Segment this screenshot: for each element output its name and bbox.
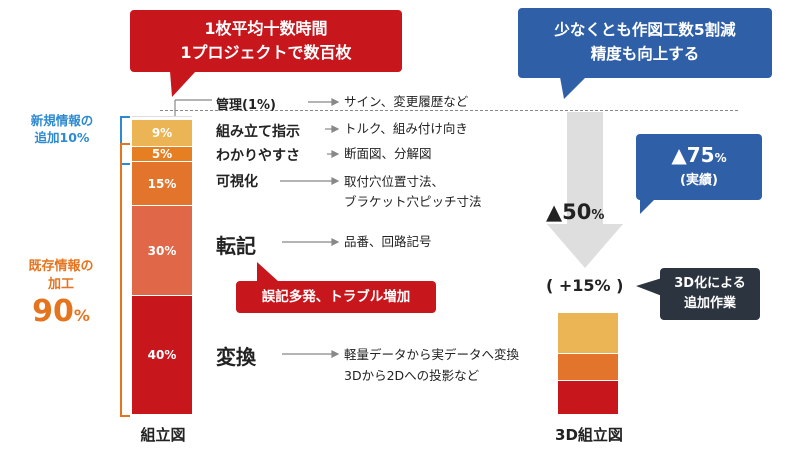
- bar-segment-label: 40%: [147, 347, 177, 362]
- workload-callout-line1: 1枚平均十数時間: [204, 19, 328, 38]
- reduction-callout-line2: 精度も向上する: [590, 45, 700, 63]
- workload-callout: 1枚平均十数時間 1プロジェクトで数百枚: [130, 10, 402, 72]
- x-label-3d-assembly-drawing: 3D組立図: [555, 426, 623, 444]
- actual-result-percent-value: ▲75: [671, 143, 715, 167]
- errors-callout: 誤記多発、トラブル増加: [236, 281, 436, 313]
- new-info-label-line2: 追加10%: [34, 130, 90, 145]
- bar-segment-label: 9%: [151, 125, 173, 140]
- existing-info-percent-unit: %: [73, 306, 90, 325]
- task-label-kashika: 可視化: [216, 174, 258, 190]
- reduction-callout-line1: 少なくとも作図工数5割減: [554, 21, 736, 39]
- added-work-callout-line1: 3D化による: [674, 276, 746, 291]
- added-work-callout-line2: 追加作業: [683, 296, 736, 311]
- reduction-arrow: [547, 112, 623, 268]
- task-label-tenki: 転記: [216, 234, 256, 258]
- segment-henkan: 40%: [132, 295, 192, 414]
- actual-result-note: (実績): [680, 173, 718, 188]
- existing-info-bracket: [120, 143, 130, 417]
- new-info-bracket: [120, 116, 130, 165]
- task-label-kanri: 管理(1%): [216, 98, 276, 113]
- segment-tenki: 30%: [132, 206, 192, 295]
- segment-3d-gold: [558, 313, 618, 353]
- bar-segment-label: 5%: [151, 146, 173, 161]
- segment-3d-red: [558, 381, 618, 414]
- segment-kumitate: 9%: [132, 120, 192, 146]
- actual-result-percent: ▲75%: [636, 142, 762, 171]
- existing-info-percent-value: 90: [32, 294, 74, 329]
- added-work-callout: 3D化による 追加作業: [660, 268, 760, 320]
- task-label-kumitate: 組み立て指示: [216, 124, 300, 140]
- reduction-percent-unit: %: [591, 208, 605, 223]
- added-percent-label: ( +15% ): [546, 276, 624, 295]
- segment-kanri: [132, 116, 192, 119]
- task-detail-kashika-1: 取付穴位置寸法、: [344, 174, 445, 189]
- new-info-label-line1: 新規情報の: [30, 113, 94, 128]
- task-label-wakariyasusa: わかりやすさ: [216, 148, 300, 164]
- reduction-callout: 少なくとも作図工数5割減 精度も向上する: [518, 8, 772, 78]
- existing-info-label-line1: 既存情報の: [28, 259, 94, 274]
- task-label-henkan: 変換: [216, 345, 256, 369]
- task-detail-henkan-2: 3Dから2Dへの投影など: [344, 368, 480, 383]
- segment-3d-orange: [558, 353, 618, 381]
- task-detail-kashika-2: ブラケット穴ピッチ寸法: [344, 194, 482, 209]
- bar-segment-label: 15%: [147, 176, 177, 191]
- existing-info-percent: 90%: [5, 294, 117, 334]
- 3d-assembly-drawing-bar: [558, 312, 618, 414]
- x-label-assembly-drawing: 組立図: [140, 426, 186, 444]
- errors-callout-tail: [257, 262, 279, 282]
- reduction-percent-value: ▲50: [546, 200, 592, 224]
- existing-info-label-line2: 加工: [47, 277, 74, 292]
- reduction-percent: ▲50%: [546, 200, 604, 224]
- segment-kashika: 15%: [132, 161, 192, 206]
- actual-result-percent-unit: %: [714, 151, 727, 165]
- workload-callout-line2: 1プロジェクトで数百枚: [180, 43, 352, 62]
- task-detail-kumitate: トルク、組み付け向き: [344, 121, 468, 136]
- existing-info-label: 既存情報の 加工 90%: [5, 258, 117, 334]
- new-info-divider: [160, 110, 738, 111]
- task-detail-kanri: サイン、変更履歴など: [344, 94, 469, 109]
- task-detail-wakariyasusa: 断面図、分解図: [344, 146, 432, 161]
- workload-callout-tail: [170, 71, 196, 97]
- added-work-callout-tail: [636, 278, 662, 296]
- reduction-callout-tail: [560, 77, 586, 99]
- task-detail-henkan-1: 軽量データから実データへ変換: [344, 347, 520, 362]
- actual-result-callout-tail: [640, 196, 658, 214]
- actual-result-callout: ▲75% (実績): [636, 134, 762, 200]
- new-info-label: 新規情報の 追加10%: [8, 112, 116, 146]
- bar-segment-label: 30%: [147, 243, 177, 258]
- task-detail-tenki: 品番、回路記号: [344, 234, 432, 249]
- segment-wakariyasusa: 5%: [132, 147, 192, 161]
- assembly-drawing-bar: 40% 30% 15% 5% 9%: [132, 116, 192, 414]
